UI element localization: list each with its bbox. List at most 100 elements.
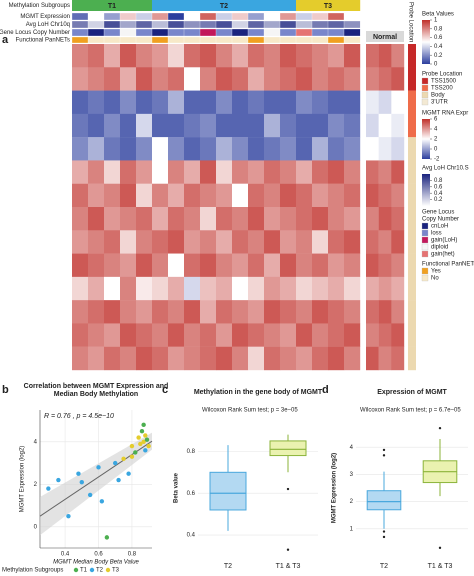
point	[126, 471, 131, 476]
annotation-cell	[263, 20, 281, 29]
heatmap-cell	[72, 276, 89, 301]
legend-title: Gene Locus	[422, 210, 454, 216]
heatmap-cell	[200, 276, 217, 301]
heatmap-cell	[232, 323, 249, 347]
heatmap-cell	[168, 90, 185, 115]
annotation-cell	[103, 36, 121, 44]
normal-cell	[378, 90, 392, 115]
heatmap-cell	[312, 67, 329, 91]
heatmap-cell	[152, 183, 169, 208]
heatmap-cell	[248, 300, 265, 324]
heatmap-cell	[216, 300, 233, 324]
normal-cell	[366, 346, 379, 371]
annotation-cell	[296, 0, 313, 11]
heatmap-cell	[88, 230, 105, 254]
heatmap-cell	[232, 253, 249, 278]
heatmap-cell	[296, 160, 313, 184]
heatmap-cell	[120, 183, 137, 208]
heatmap-cell	[248, 276, 265, 301]
heatmap-cell	[280, 276, 297, 301]
stat-label: R = 0.76 , p = 4.5e−10	[44, 413, 114, 420]
annotation-cell	[264, 0, 281, 11]
heatmap-cell	[264, 300, 281, 324]
heatmap-cell	[136, 253, 153, 278]
annotation-cell	[215, 12, 233, 21]
normal-cell	[378, 207, 392, 231]
heatmap-cell	[136, 323, 153, 347]
heatmap-cell	[88, 137, 105, 161]
heatmap-cell	[104, 44, 121, 68]
legend-tick-label: 0.8	[434, 178, 443, 184]
heatmap-cell	[296, 207, 313, 231]
normal-cell	[391, 67, 405, 91]
legend-tick-label: 0.4	[434, 191, 443, 197]
probe-location-cell	[408, 67, 416, 91]
fit-line	[39, 440, 153, 517]
heatmap-cell	[264, 346, 281, 371]
heatmap-cell	[280, 346, 297, 371]
normal-cell	[391, 300, 405, 324]
legend-swatch	[421, 250, 429, 258]
heatmap-cell	[296, 113, 313, 138]
subgroup-label: T1	[108, 3, 116, 10]
heatmap-cell	[184, 44, 201, 68]
legend-swatch	[421, 77, 429, 85]
heatmap-cell	[152, 113, 169, 138]
legend-title: Functional PanNETs	[422, 262, 474, 268]
track-label: Gene Locus Copy Number	[0, 30, 70, 36]
normal-cell	[366, 207, 379, 231]
heatmap-cell	[248, 44, 265, 68]
heatmap-cell	[328, 207, 345, 231]
point	[143, 433, 148, 438]
heatmap-cell	[72, 183, 89, 208]
annotation-cell	[103, 20, 121, 29]
heatmap-cell	[344, 207, 361, 231]
point	[66, 513, 71, 519]
heatmap-cell	[88, 300, 105, 324]
annotation-cell	[343, 28, 361, 37]
heatmap-cell	[344, 276, 361, 301]
heatmap-cell	[200, 300, 217, 324]
heatmap-cell	[200, 160, 217, 184]
annotation-cell	[311, 36, 329, 44]
legend-item: TSS200	[431, 86, 453, 92]
heatmap-cell	[200, 113, 217, 138]
heatmap-cell	[120, 230, 137, 254]
legend-marker	[105, 567, 111, 573]
legend-swatch	[421, 84, 429, 92]
heatmap-cell	[312, 276, 329, 301]
heatmap-cell	[344, 90, 361, 115]
annotation-cell	[311, 20, 329, 29]
heatmap-cell	[344, 67, 361, 91]
heatmap-cell	[72, 90, 89, 115]
heatmap-cell	[264, 276, 281, 301]
probe-location-cell	[408, 183, 416, 208]
annotation-cell	[87, 36, 105, 44]
heatmap-cell	[232, 230, 249, 254]
heatmap-cell	[168, 253, 185, 278]
y-tick-label: 0.4	[187, 533, 196, 539]
x-tick-label: T1 & T3	[428, 563, 453, 570]
heatmap-cell	[328, 160, 345, 184]
heatmap-cell	[296, 276, 313, 301]
heatmap-cell	[296, 90, 313, 115]
heatmap-cell	[104, 90, 121, 115]
annotation-cell	[247, 36, 265, 44]
annotation-cell	[135, 12, 153, 21]
annotation-cell	[87, 28, 105, 37]
normal-cell	[366, 137, 379, 161]
legend-title: Methylation Subgroups	[2, 568, 63, 574]
annotation-cell	[231, 12, 249, 21]
heatmap-cell	[248, 160, 265, 184]
normal-cell	[378, 323, 392, 347]
heatmap-cell	[280, 207, 297, 231]
heatmap-cell	[216, 113, 233, 138]
heatmap-cell	[200, 253, 217, 278]
annotation-cell	[199, 28, 217, 37]
annotation-cell	[327, 28, 345, 37]
probe-location-cell	[408, 230, 416, 254]
panel-label: d	[322, 384, 329, 396]
heatmap-cell	[328, 44, 345, 68]
heatmap-cell	[312, 300, 329, 324]
normal-cell	[378, 137, 392, 161]
